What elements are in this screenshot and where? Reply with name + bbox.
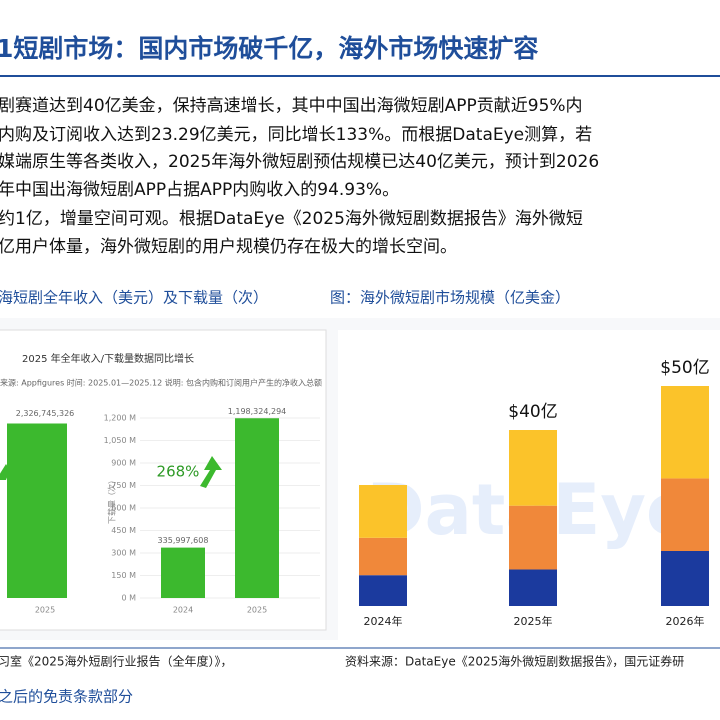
body-line: 剧赛道达到40亿美金，保持高速增长，其中中国出海微短剧APP贡献近95%内: [0, 95, 583, 116]
y-tick-label: 600 M: [111, 504, 136, 513]
y-tick-label: 900 M: [111, 459, 136, 468]
bar: [161, 547, 205, 598]
arrow: [200, 456, 222, 488]
y-tick-label: 1,050 M: [104, 436, 136, 445]
caption: 图：海外微短剧市场规模（亿美金）: [330, 289, 570, 307]
bar-segment: [509, 569, 557, 606]
x-tick-label: 2025: [35, 606, 55, 615]
y-tick-label: 750 M: [111, 481, 136, 490]
bar-segment: [661, 551, 709, 606]
y-tick-label: 300 M: [111, 549, 136, 558]
body-line: 内购及订阅收入达到23.29亿美元，同比增长133%。而根据DataEye测算，…: [0, 125, 592, 145]
x-tick-label: 2024: [173, 606, 193, 615]
x-tick-label: 2026年: [666, 614, 705, 628]
source: 资料来源：DataEye《2025海外微短剧数据报告》，国元证券研: [345, 654, 684, 669]
y-axis-label: 下载量（次）: [107, 476, 117, 524]
bar: [7, 423, 67, 598]
body-line: 亿用户体量，海外微短剧的用户规模仍存在极大的增长空间。: [0, 237, 457, 257]
bar-segment: [359, 485, 407, 538]
y-tick-label: 1,200 M: [104, 414, 136, 423]
value-label: 1,198,324,294: [228, 407, 287, 416]
bar-segment: [359, 537, 407, 576]
bar: [235, 418, 279, 598]
value-label: 335,997,608: [158, 536, 209, 545]
x-tick-label: 2025: [247, 606, 267, 615]
y-tick-label: 150 M: [111, 571, 136, 580]
total-label: $40亿: [508, 402, 557, 422]
bar-segment: [661, 386, 709, 479]
panel-note: 来源: Appfigures 时间: 2025.01—2025.12 说明: 包…: [0, 378, 322, 388]
bar-segment: [509, 505, 557, 570]
body-line: 媒端原生等各类收入，2025年海外微短剧预估规模已达40亿美元，预计到2026: [0, 152, 599, 172]
title: 1短剧市场：国内市场破千亿，海外市场快速扩容: [0, 34, 538, 63]
panel-title: 2025 年全年收入/下载量数据同比增长: [22, 352, 194, 365]
footer: 之后的免责条款部分: [0, 688, 133, 706]
x-tick-label: 2025年: [514, 614, 553, 628]
value-label: 2,326,745,326: [16, 409, 75, 418]
bar-segment: [661, 478, 709, 551]
bar-segment: [359, 575, 407, 606]
x-tick-label: 2024年: [364, 614, 403, 628]
body-line: 约1亿，增量空间可观。根据DataEye《2025海外微短剧数据报告》海外微短: [0, 209, 583, 229]
arrow: [0, 464, 10, 480]
caption: 海短剧全年收入（美元）及下载量（次）: [0, 289, 268, 307]
source: 习室《2025海外短剧行业报告（全年度）》，: [0, 654, 233, 669]
y-tick-label: 450 M: [111, 526, 136, 535]
total-label: $50亿: [660, 358, 709, 378]
body-line: 年中国出海微短剧APP占据APP内购收入的94.93%。: [0, 180, 399, 200]
annotation: 268%: [157, 463, 200, 481]
y-tick-label: 0 M: [121, 594, 136, 603]
bar-segment: [509, 430, 557, 506]
